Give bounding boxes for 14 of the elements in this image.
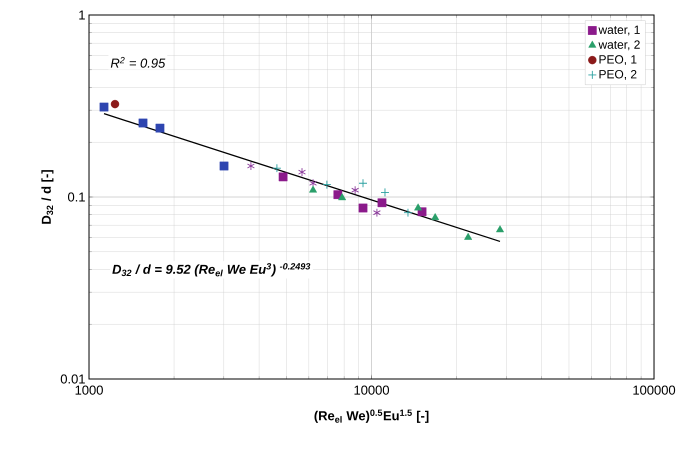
legend-label: PEO, 1 xyxy=(599,55,636,66)
y-axis-title: D$_{32}$ / d [-] xyxy=(41,170,54,224)
legend-label: water, 1 xyxy=(598,26,640,36)
x-axis-title: (Re$_{el}$ We)$^{0.5}$Eu$^{1.5}$ [-] xyxy=(314,410,428,423)
legend-label: PEO, 2 xyxy=(599,70,636,80)
x-tick-label: 10000 xyxy=(354,386,390,395)
legend-label: water, 2 xyxy=(598,40,640,50)
y-tick-label: 1 xyxy=(79,10,85,20)
y-tick-label: 0.1 xyxy=(68,192,85,202)
y-tick-label: 0.01 xyxy=(60,374,85,384)
x-tick-label: 1000 xyxy=(76,386,103,395)
annotation: R$^{2}$ = 0.95 xyxy=(110,56,166,68)
annotation: D$_{32}$ / d = 9.52 (Re$_{el}$ We Eu$^{3}$) $^{-0.2493}$ xyxy=(112,263,310,276)
x-tick-label: 100000 xyxy=(633,386,676,395)
